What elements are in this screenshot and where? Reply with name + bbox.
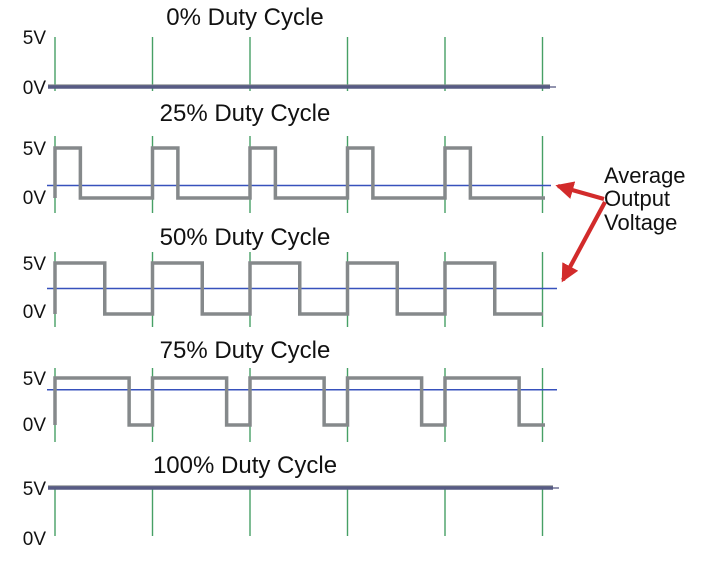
panel-title-75-duty: 75% Duty Cycle [159, 337, 331, 364]
pwm-waveform-25 [53, 146, 545, 200]
axis-label-5v-panel2: 5V [22, 254, 46, 275]
panel-title-25-duty: 25% Duty Cycle [159, 100, 331, 127]
annotation-average-line2: Output [604, 186, 671, 211]
axis-label-5v-panel4: 5V [22, 479, 46, 500]
panel-title-100-duty: 100% Duty Cycle [152, 452, 338, 479]
pwm-waveform-50 [53, 261, 543, 316]
annotation-average-line3: Voltage [604, 210, 678, 235]
axis-label-5v-panel1: 5V [22, 139, 46, 160]
arrow-to-25pct-average [555, 181, 605, 202]
axis-label-0v-panel3: 0V [22, 415, 46, 436]
axis-label-0v-panel1: 0V [22, 188, 46, 209]
annotation-average-line1: Average [604, 163, 686, 188]
panel-title-50-duty: 50% Duty Cycle [159, 224, 331, 251]
axis-label-0v-panel2: 0V [22, 302, 46, 323]
arrow-to-50pct-average [561, 201, 607, 283]
pwm-waveform-75 [53, 376, 545, 427]
axis-label-0v-panel4: 0V [22, 529, 46, 550]
panel-title-0-duty: 0% Duty Cycle [166, 4, 324, 31]
axis-label-0v-panel0: 0V [22, 78, 46, 99]
axis-label-5v-panel3: 5V [22, 369, 46, 390]
axis-label-5v-panel0: 5V [22, 28, 46, 49]
